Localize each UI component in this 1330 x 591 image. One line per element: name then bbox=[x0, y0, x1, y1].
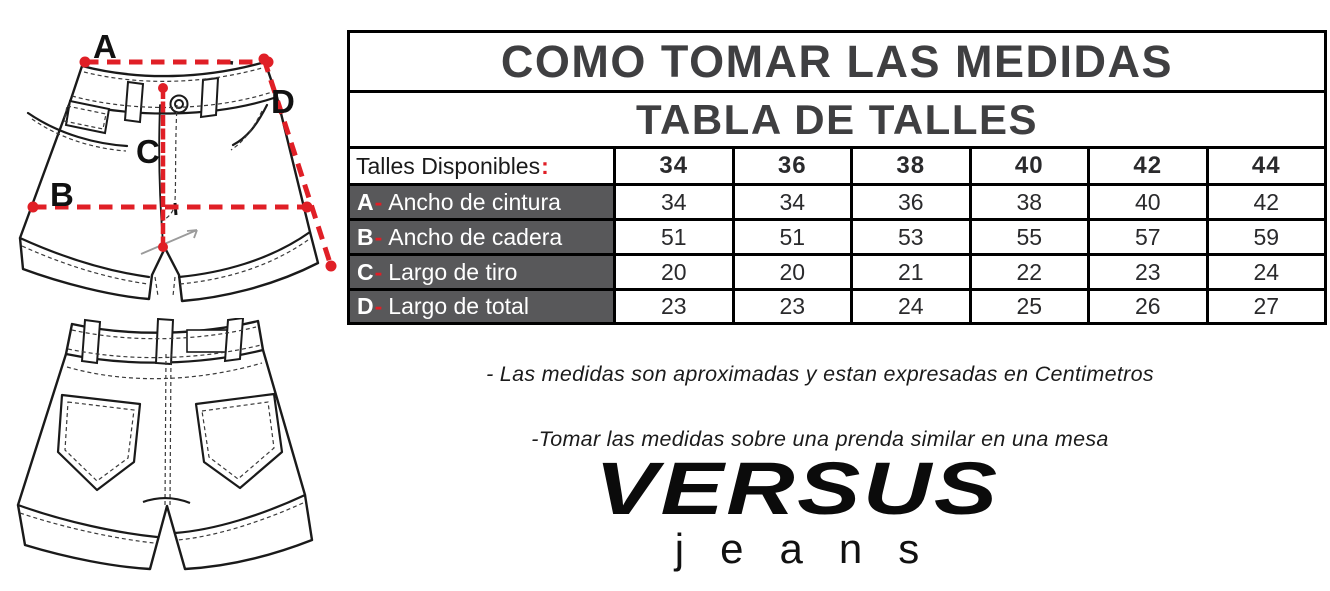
table-cell: 24 bbox=[853, 291, 969, 322]
size-column-42: 42 bbox=[1090, 149, 1206, 183]
table-cell: 20 bbox=[734, 256, 850, 288]
table-cell: 42 bbox=[1208, 186, 1324, 218]
header-available-sizes-text: Talles Disponibles bbox=[356, 152, 541, 179]
table-cell: 27 bbox=[1208, 291, 1324, 322]
back-pockets bbox=[56, 392, 284, 492]
shorts-front-drawing: A B C D bbox=[18, 28, 337, 303]
back-wrinkle-mark bbox=[142, 496, 191, 505]
table-cell: 36 bbox=[853, 186, 969, 218]
row-label-hip: B - Ancho de cadera bbox=[350, 221, 613, 253]
row-text: Ancho de cadera bbox=[388, 223, 563, 250]
shorts-back-drawing bbox=[16, 318, 314, 571]
row-dash: - bbox=[374, 223, 383, 250]
size-column-36: 36 bbox=[734, 149, 850, 183]
table-cell: 25 bbox=[971, 291, 1087, 322]
table-cell: 51 bbox=[734, 221, 850, 253]
size-column-34: 34 bbox=[616, 149, 732, 183]
table-cell: 55 bbox=[971, 221, 1087, 253]
table-cell: 57 bbox=[1090, 221, 1206, 253]
table-cell: 23 bbox=[616, 291, 732, 322]
table-cell: 51 bbox=[616, 221, 732, 253]
header-colon: : bbox=[541, 152, 549, 179]
table-cell: 26 bbox=[1090, 291, 1206, 322]
table-cell: 23 bbox=[1090, 256, 1206, 288]
marker-letter-d: D bbox=[271, 83, 295, 120]
note-measure-instructions: -Tomar las medidas sobre una prenda simi… bbox=[531, 427, 1109, 451]
crotch-arrow bbox=[140, 229, 198, 255]
size-table: COMO TOMAR LAS MEDIDAS TABLA DE TALLES T… bbox=[347, 30, 1327, 325]
front-details bbox=[64, 76, 220, 135]
brand-logo-jeans-text: jeans bbox=[674, 525, 956, 572]
measurement-line-d bbox=[261, 58, 334, 267]
row-dash: - bbox=[374, 293, 383, 319]
table-cell: 22 bbox=[971, 256, 1087, 288]
marker-letter-a: A bbox=[93, 28, 117, 65]
table-cell: 20 bbox=[616, 256, 732, 288]
table-cell: 38 bbox=[971, 186, 1087, 218]
marker-letter-c: C bbox=[136, 133, 160, 170]
brand-logo-versus: VERSUS bbox=[594, 447, 1000, 530]
row-letter: D bbox=[357, 293, 374, 319]
row-label-waist: A - Ancho de cintura bbox=[350, 186, 613, 218]
table-cell: 34 bbox=[616, 186, 732, 218]
table-cell: 24 bbox=[1208, 256, 1324, 288]
measurement-endpoints bbox=[27, 53, 337, 272]
row-label-rise: C - Largo de tiro bbox=[350, 256, 613, 288]
table-cell: 21 bbox=[853, 256, 969, 288]
table-cell: 23 bbox=[734, 291, 850, 322]
row-text: Ancho de cintura bbox=[388, 188, 561, 215]
row-dash: - bbox=[374, 258, 383, 285]
size-column-38: 38 bbox=[853, 149, 969, 183]
row-letter: A bbox=[357, 188, 374, 215]
back-stitching bbox=[19, 326, 304, 544]
row-dash: - bbox=[374, 188, 383, 215]
row-letter: B bbox=[357, 223, 374, 250]
size-column-44: 44 bbox=[1208, 149, 1324, 183]
table-cell: 34 bbox=[734, 186, 850, 218]
size-column-40: 40 bbox=[971, 149, 1087, 183]
waistband-label-patch bbox=[186, 329, 228, 353]
brand-logo-jeans: jeans bbox=[447, 528, 1147, 570]
table-title-size-chart: TABLA DE TALLES bbox=[350, 93, 1324, 146]
front-stitching bbox=[21, 67, 309, 297]
row-text: Largo de tiro bbox=[388, 258, 518, 285]
brand-logo: VERSUS jeans bbox=[447, 452, 1147, 570]
row-label-total-length: D - Largo de total bbox=[350, 291, 613, 322]
table-cell: 40 bbox=[1090, 186, 1206, 218]
note-measurements-approximate: - Las medidas son aproximadas y estan ex… bbox=[486, 362, 1154, 386]
row-letter: C bbox=[357, 258, 374, 285]
table-title-how-to-measure: COMO TOMAR LAS MEDIDAS bbox=[350, 33, 1324, 90]
table-cell: 53 bbox=[853, 221, 969, 253]
marker-letter-b: B bbox=[50, 176, 74, 213]
header-available-sizes: Talles Disponibles: bbox=[350, 149, 613, 183]
table-cell: 59 bbox=[1208, 221, 1324, 253]
row-text: Largo de total bbox=[388, 293, 529, 319]
